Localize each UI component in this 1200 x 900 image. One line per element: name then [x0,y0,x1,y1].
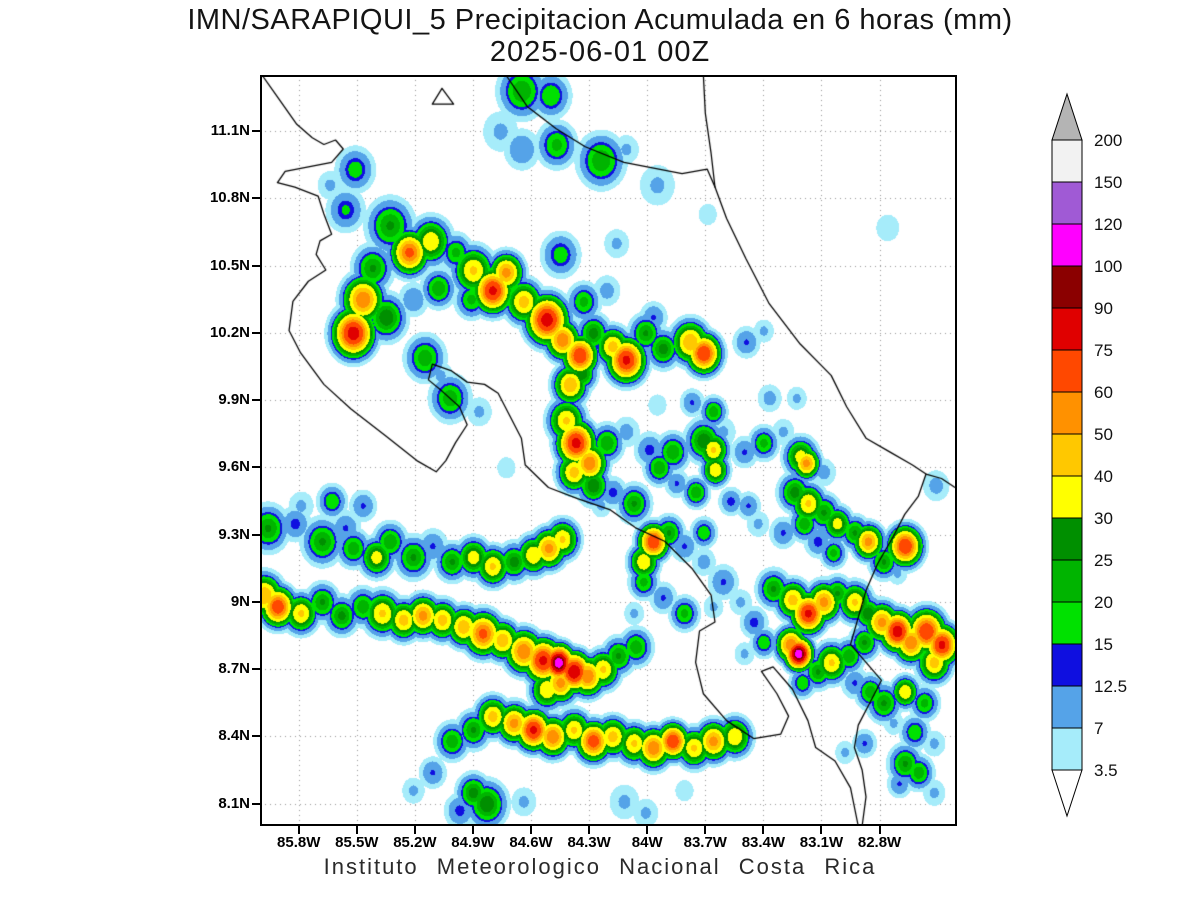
lat-tick-label: 9.6N [218,458,250,476]
colorbar-band [1051,139,1083,183]
lon-tick-label: 83.1W [799,834,844,851]
lat-tick-label: 8.1N [218,794,250,812]
lat-tick-mark [252,264,260,267]
precipitation-map-canvas [260,75,957,826]
colorbar-band [1051,475,1083,519]
lat-tick-mark [252,668,260,671]
chart-subtitle: 2025-06-01 00Z [489,36,711,68]
colorbar-band [1051,727,1083,771]
colorbar-tick-label: 60 [1094,383,1113,402]
colorbar-arrow-bottom-icon [1051,769,1083,818]
lat-tick-label: 11.1N [210,122,250,140]
colorbar-tick-label: 75 [1094,341,1113,360]
lat-tick-label: 9.9N [218,391,250,409]
colorbar-tick-label: 30 [1094,509,1113,528]
lat-tick-mark [252,130,260,133]
lon-tick-label: 84.9W [451,834,495,851]
lat-tick-label: 9N [230,592,250,610]
lat-tick-mark [252,331,260,334]
colorbar-band [1051,517,1083,561]
colorbar-arrow-top-icon [1051,92,1083,141]
chart-title: IMN/SARAPIQUI_5 Precipitacion Acumulada … [187,4,1013,36]
colorbar-tick-label: 3.5 [1094,761,1118,780]
colorbar-tick-label: 12.5 [1094,677,1127,696]
lon-tick-label: 83.7W [683,834,727,851]
colorbar-tick-label: 150 [1094,173,1122,192]
lat-tick-mark [252,466,260,469]
lat-tick-label: 9.3N [218,525,250,543]
colorbar-band [1051,643,1083,687]
lat-tick-mark [252,533,260,536]
colorbar-band [1051,559,1083,603]
lat-tick-label: 10.8N [209,189,250,207]
colorbar-band [1051,349,1083,393]
colorbar-tick-label: 90 [1094,299,1113,318]
lon-tick-mark [530,826,533,834]
lat-tick-label: 8.4N [218,727,250,745]
colorbar-band [1051,601,1083,645]
colorbar-band [1051,391,1083,435]
colorbar: 3.5 7 12.5 15 20 25 30 40 50 60 75 90 100 120 150 200 [1048,90,1178,830]
colorbar-tick-label: 15 [1094,635,1113,654]
colorbar-band [1051,307,1083,351]
colorbar-svg: 3.5 7 12.5 15 20 25 30 40 50 60 75 90 100 120 150 200 [1051,92,1127,818]
lon-tick-label: 84.6W [509,834,553,851]
lon-tick-mark [646,826,649,834]
lon-tick-mark [297,826,300,834]
colorbar-tick-label: 120 [1094,215,1122,234]
lon-tick-mark [355,826,358,834]
colorbar-tick-label: 100 [1094,257,1122,276]
lon-tick-mark [704,826,707,834]
lon-tick-label: 85.5W [335,834,379,851]
lon-tick-label: 83.4W [741,834,786,851]
lat-tick-label: 8.7N [218,660,250,678]
lon-tick-label: 84W [631,834,663,851]
lon-tick-mark [413,826,416,834]
colorbar-band [1051,685,1083,729]
lon-tick-mark [588,826,591,834]
lon-tick-mark [820,826,823,834]
colorbar-tick-label: 25 [1094,551,1113,570]
lon-tick-mark [471,826,474,834]
lat-tick-label: 10.5N [209,256,250,274]
lat-tick-label: 10.2N [209,323,250,341]
footer-text: Instituto Meteorologico Nacional Costa R… [323,854,877,879]
colorbar-tick-label: 50 [1094,425,1113,444]
colorbar-band [1051,433,1083,477]
lon-tick-mark [878,826,881,834]
colorbar-tick-label: 20 [1094,593,1113,612]
lat-tick-mark [252,197,260,200]
colorbar-tick-label: 200 [1094,131,1122,150]
lat-tick-mark [252,802,260,805]
lon-tick-mark [762,826,765,834]
colorbar-band [1051,223,1083,267]
lat-tick-mark [252,399,260,402]
colorbar-band [1051,265,1083,309]
colorbar-tick-label: 7 [1094,719,1103,738]
lon-tick-label: 84.3W [567,834,611,851]
lon-tick-label: 82.8W [857,834,902,851]
lon-tick-label: 85.2W [393,834,437,851]
lat-tick-mark [252,600,260,603]
lon-tick-label: 85.8W [277,834,321,851]
colorbar-tick-label: 40 [1094,467,1113,486]
colorbar-band [1051,181,1083,225]
lat-tick-mark [252,735,260,738]
